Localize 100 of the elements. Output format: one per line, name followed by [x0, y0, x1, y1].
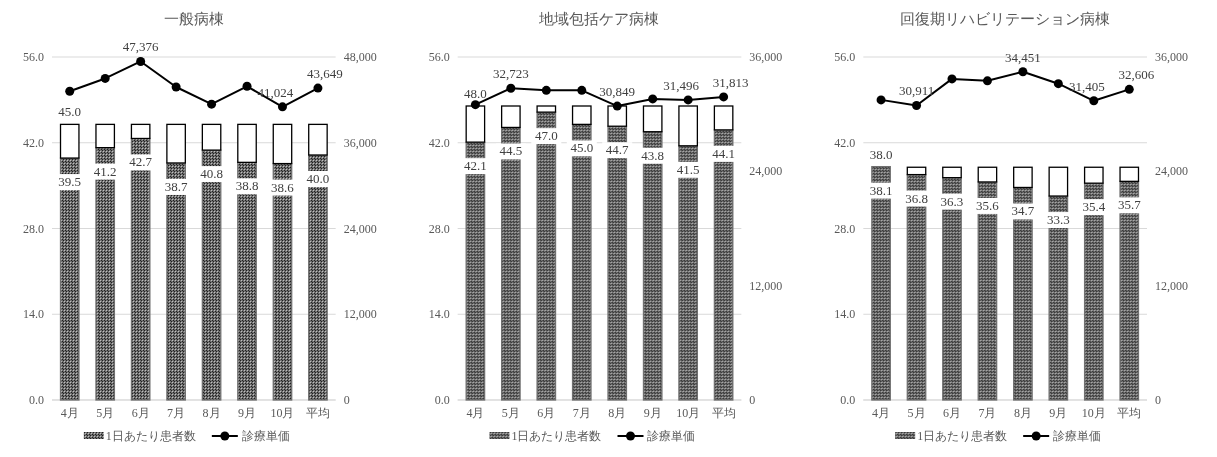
data-label: 43,649: [307, 66, 343, 82]
y-tick-label: 42.0: [23, 135, 44, 150]
data-label: 31,813: [712, 74, 749, 90]
point: [242, 81, 252, 91]
bar: [1119, 166, 1140, 182]
bar: [465, 141, 486, 401]
x-tick-label: 7月: [978, 406, 997, 420]
point: [912, 100, 922, 110]
data-label: 40.8: [200, 166, 223, 182]
x-tick-label: 7月: [572, 406, 591, 420]
x-tick-label: 4月: [466, 406, 485, 420]
y-tick-label: 28.0: [834, 221, 856, 236]
bar: [1048, 166, 1069, 197]
y2-tick-label: 36,000: [1155, 50, 1188, 64]
y2-tick-label: 24,000: [1155, 164, 1188, 179]
y2-tick-label: 36,000: [343, 135, 377, 150]
bar: [500, 105, 521, 129]
legend-label: 診療単価: [647, 429, 696, 443]
x-tick-label: 5月: [96, 406, 115, 420]
data-label: 30,849: [599, 84, 636, 100]
y-tick-label: 56.0: [23, 50, 44, 64]
x-tick-label: 6月: [131, 406, 150, 420]
y-tick-label: 28.0: [23, 221, 44, 236]
point: [876, 95, 886, 105]
bar: [166, 162, 186, 401]
bar: [1119, 180, 1140, 401]
data-label: 35.6: [976, 197, 1000, 213]
bar: [942, 166, 962, 179]
bar: [59, 157, 80, 401]
bar: [678, 145, 699, 401]
data-label: 31,496: [663, 77, 700, 93]
bar: [642, 131, 663, 401]
x-tick-label: 10月: [676, 406, 701, 420]
data-label: 33.3: [1046, 212, 1070, 228]
point: [65, 86, 75, 96]
bar: [713, 105, 734, 131]
point: [100, 73, 110, 83]
point: [136, 56, 146, 66]
chart-title: 回復期リハビリテーション病棟: [900, 11, 1111, 27]
x-tick-label: 8月: [202, 406, 221, 420]
x-tick-label: 9月: [1049, 406, 1068, 420]
total-label: 38.0: [869, 146, 893, 162]
bar: [713, 129, 734, 401]
point: [1053, 79, 1063, 89]
data-label: 38.6: [271, 179, 295, 195]
bar: [201, 149, 222, 401]
data-label: 43.8: [641, 147, 665, 163]
data-label: 36.3: [940, 193, 964, 209]
bar: [977, 166, 998, 183]
bar: [1083, 166, 1104, 184]
data-label: 39.5: [58, 174, 82, 190]
x-tick-label: 平均: [1117, 406, 1142, 420]
point: [171, 82, 181, 92]
bar: [642, 105, 663, 133]
x-tick-label: 6月: [537, 406, 556, 420]
bar: [59, 123, 80, 159]
bar: [607, 125, 628, 401]
bar: [500, 126, 521, 401]
y2-tick-label: 24,000: [749, 164, 783, 179]
bar: [1013, 186, 1033, 401]
legend-label: 診療単価: [241, 429, 290, 443]
bar: [130, 137, 151, 401]
point: [1124, 84, 1134, 94]
x-tick-label: 5月: [907, 406, 926, 420]
y-tick-label: 0.0: [434, 393, 450, 407]
x-tick-label: 7月: [167, 406, 186, 420]
y-tick-label: 42.0: [834, 135, 856, 150]
data-label: 44.1: [712, 145, 735, 161]
x-tick-label: 平均: [305, 406, 330, 420]
y2-tick-label: 12,000: [749, 278, 783, 293]
x-tick-label: 4月: [872, 406, 891, 420]
bar: [272, 162, 293, 401]
data-label: 32,606: [1118, 67, 1155, 83]
total-label: 48.0: [464, 86, 487, 101]
data-label: 34,451: [1005, 49, 1041, 65]
legend-label: 1日あたり患者数: [105, 429, 196, 443]
data-label: 47.0: [534, 128, 558, 144]
data-label: 41.5: [676, 161, 700, 177]
y-tick-label: 42.0: [428, 135, 450, 150]
x-tick-label: 4月: [60, 406, 79, 420]
legend-label: 1日あたり患者数: [917, 429, 1008, 443]
x-tick-label: 5月: [501, 406, 520, 420]
y-tick-label: 0.0: [840, 393, 856, 407]
bar: [308, 123, 328, 156]
point: [313, 83, 323, 93]
bar: [201, 123, 222, 151]
point: [1089, 96, 1099, 106]
chart-title: 地域包括ケア病棟: [538, 11, 660, 27]
point: [947, 74, 957, 84]
y2-tick-label: 12,000: [343, 307, 377, 322]
legend-label: 1日あたり患者数: [511, 429, 602, 443]
data-label: 34.7: [1011, 203, 1035, 219]
y-tick-label: 28.0: [428, 221, 450, 236]
bar: [1013, 166, 1033, 189]
point: [1018, 67, 1028, 77]
y2-tick-label: 0: [749, 393, 756, 407]
bar: [237, 123, 257, 163]
data-label: 44.7: [605, 142, 630, 158]
y-tick-label: 14.0: [834, 307, 856, 322]
x-tick-label: 9月: [643, 406, 662, 420]
